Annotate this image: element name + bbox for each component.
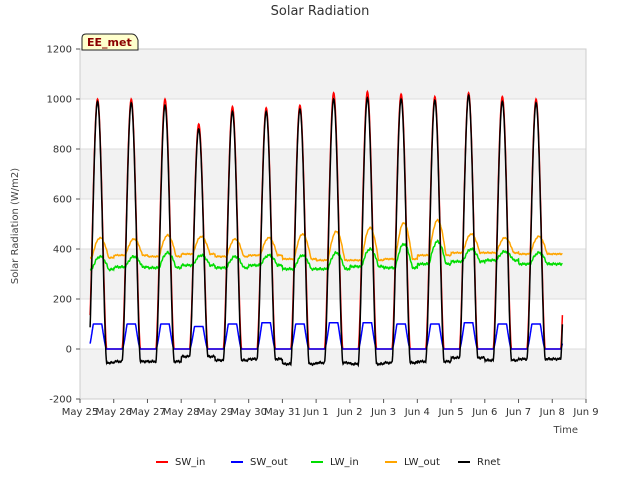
series-line-rnet xyxy=(89,93,564,368)
legend-label: LW_out xyxy=(404,457,440,468)
plot-band xyxy=(80,49,586,99)
y-axis-label: Solar Radiation (W/m2) xyxy=(10,168,21,284)
x-tick-label: Jun 3 xyxy=(370,407,396,418)
plot-band xyxy=(80,349,586,399)
badge-label: EE_met xyxy=(87,36,132,49)
legend-label: LW_in xyxy=(330,457,359,468)
plot-band xyxy=(80,149,586,199)
legend-item: LW_in xyxy=(311,457,359,468)
x-tick-label: Jun 7 xyxy=(505,407,531,418)
y-tick-label: 400 xyxy=(53,245,72,256)
y-tick-label: 1000 xyxy=(47,95,72,106)
legend-label: SW_out xyxy=(250,457,288,468)
y-tick-label: 0 xyxy=(66,345,72,356)
series-line-lw-out xyxy=(89,218,563,263)
x-tick-label: Jun 1 xyxy=(303,407,329,418)
legend-item: LW_out xyxy=(385,457,440,468)
x-tick-label: May 30 xyxy=(230,407,267,418)
x-tick-label: May 31 xyxy=(264,407,301,418)
x-tick-label: May 27 xyxy=(129,407,166,418)
y-tick-label: 600 xyxy=(53,195,72,206)
dataset-badge: EE_met xyxy=(81,33,139,51)
badge-box xyxy=(81,33,139,51)
chart-title: Solar Radiation xyxy=(271,4,370,19)
legend-item: SW_in xyxy=(156,457,205,468)
legend-label: SW_in xyxy=(175,457,205,468)
legend-item: SW_out xyxy=(231,457,288,468)
y-axis-ticks: -200 0 200 400 600 800 1000 1200 xyxy=(47,45,80,406)
x-tick-label: May 26 xyxy=(95,407,132,418)
legend-item: Rnet xyxy=(458,457,500,468)
x-tick-label: Jun 4 xyxy=(404,407,430,418)
y-tick-label: 800 xyxy=(53,145,72,156)
plot-frame xyxy=(79,48,587,400)
series-layer xyxy=(89,89,564,368)
x-tick-label: Jun 8 xyxy=(539,407,565,418)
y-tick-label: -200 xyxy=(49,395,72,406)
x-tick-label: Jun 9 xyxy=(572,407,598,418)
x-tick-label: Jun 2 xyxy=(336,407,362,418)
x-tick-label: Jun 5 xyxy=(437,407,463,418)
y-tick-label: 200 xyxy=(53,295,72,306)
series-line-lw-in xyxy=(89,239,563,272)
x-axis-label: Time xyxy=(553,425,578,436)
legend: SW_in SW_out LW_in LW_out Rnet xyxy=(156,457,500,468)
legend-label: Rnet xyxy=(477,457,500,468)
x-tick-label: Jun 6 xyxy=(471,407,497,418)
x-tick-label: May 29 xyxy=(197,407,234,418)
x-tick-label: May 28 xyxy=(163,407,200,418)
plot-band xyxy=(80,199,586,249)
x-tick-label: May 25 xyxy=(62,407,99,418)
y-tick-label: 1200 xyxy=(47,45,72,56)
